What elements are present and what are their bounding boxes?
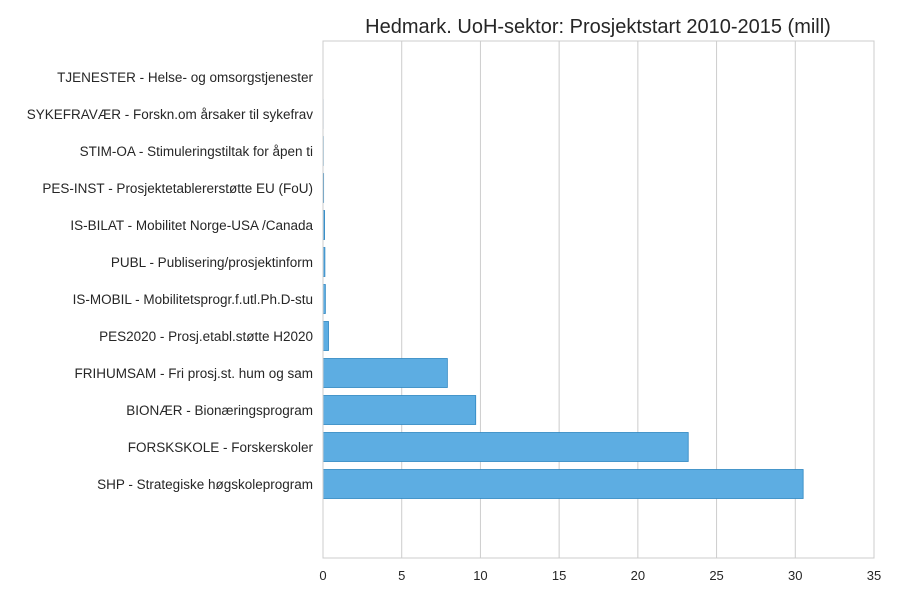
bar [323,470,803,499]
bar [323,322,329,351]
x-tick-labels: 0 5 10 15 20 25 30 35 [319,568,881,583]
x-tick-label: 15 [552,568,566,583]
y-tick-label: STIM-OA - Stimuleringstiltak for åpen ti [80,144,313,159]
y-tick-label: PUBL - Publisering/prosjektinform [111,255,313,270]
y-tick-label: IS-BILAT - Mobilitet Norge-USA /Canada [70,218,313,233]
x-tick-label: 30 [788,568,802,583]
x-tick-label: 25 [709,568,723,583]
y-tick-label: TJENESTER - Helse- og omsorgstjenester [57,70,313,85]
y-tick-label: SYKEFRAVÆR - Forskn.om årsaker til sykef… [27,107,314,122]
y-tick-labels: SHP - Strategiske høgskoleprogram FORSKSK… [27,70,314,492]
bars [323,63,803,499]
y-tick-label: SHP - Strategiske høgskoleprogram [97,477,313,492]
y-tick-label: FORSKSKOLE - Forskerskoler [128,440,314,455]
chart-title: Hedmark. UoH-sektor: Prosjektstart 2010-… [365,16,831,38]
x-tick-label: 5 [398,568,405,583]
bar [323,396,476,425]
x-tick-label: 10 [473,568,487,583]
y-tick-label: FRIHUMSAM - Fri prosj.st. hum og sam [74,366,313,381]
x-tick-label: 0 [319,568,326,583]
x-tick-label: 35 [867,568,881,583]
bar [323,359,447,388]
bar [323,433,688,462]
y-tick-label: PES2020 - Prosj.etabl.støtte H2020 [99,329,313,344]
y-tick-label: BIONÆR - Bionæringsprogram [126,403,313,418]
x-tick-label: 20 [631,568,645,583]
y-tick-label: PES-INST - Prosjektetablererstøtte EU (F… [42,181,313,196]
y-tick-label: IS-MOBIL - Mobilitetsprogr.f.utl.Ph.D-st… [73,292,313,307]
